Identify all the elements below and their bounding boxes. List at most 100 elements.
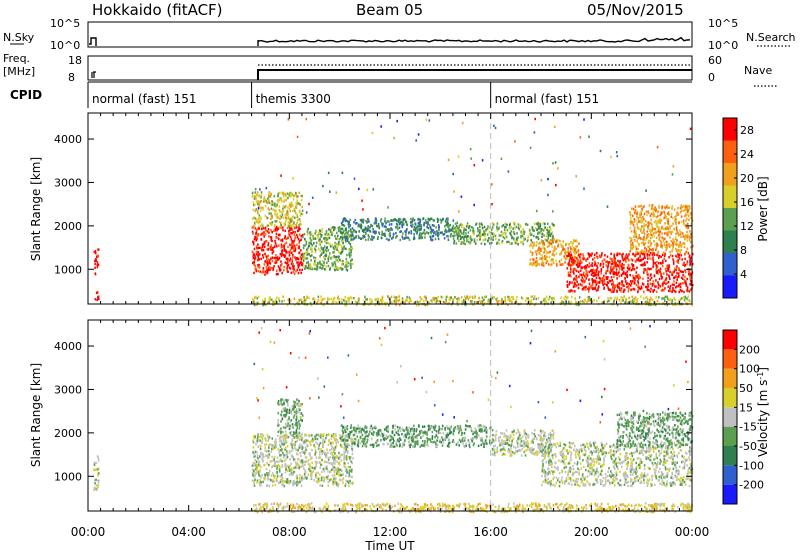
data-cell bbox=[282, 244, 284, 248]
data-cell bbox=[382, 222, 384, 226]
data-cell bbox=[606, 300, 609, 303]
data-cell bbox=[678, 257, 681, 260]
data-cell bbox=[537, 227, 540, 230]
data-cell bbox=[524, 223, 527, 226]
data-cell bbox=[276, 203, 278, 206]
data-cell bbox=[664, 299, 666, 303]
data-cell bbox=[542, 229, 545, 232]
data-cell bbox=[304, 438, 307, 442]
data-cell bbox=[688, 269, 690, 273]
data-cell bbox=[680, 220, 683, 224]
data-cell bbox=[496, 300, 498, 303]
data-cell bbox=[665, 217, 668, 220]
data-cell bbox=[540, 249, 542, 252]
data-cell bbox=[690, 213, 692, 216]
data-cell bbox=[637, 247, 639, 250]
data-cell bbox=[481, 224, 483, 227]
data-cell bbox=[602, 262, 605, 266]
data-cell bbox=[298, 477, 301, 481]
data-cell bbox=[500, 230, 503, 233]
data-cell bbox=[565, 257, 567, 261]
data-cell bbox=[669, 250, 671, 254]
data-cell bbox=[555, 252, 558, 255]
data-cell bbox=[295, 223, 298, 226]
data-cell bbox=[517, 243, 519, 246]
data-cell bbox=[252, 240, 254, 243]
data-cell bbox=[275, 260, 278, 263]
data-cell bbox=[626, 256, 629, 260]
data-cell bbox=[378, 226, 381, 230]
data-cell bbox=[538, 249, 541, 252]
data-cell bbox=[508, 296, 510, 299]
data-cell bbox=[275, 220, 278, 223]
data-cell bbox=[665, 227, 667, 230]
data-cell bbox=[495, 298, 497, 301]
data-cell bbox=[401, 225, 404, 229]
data-cell bbox=[337, 245, 339, 248]
data-cell bbox=[557, 167, 559, 170]
data-cell bbox=[280, 453, 282, 457]
data-cell bbox=[294, 446, 296, 449]
data-cell bbox=[342, 263, 345, 266]
data-cell bbox=[347, 465, 350, 469]
data-cell bbox=[578, 254, 580, 257]
data-cell bbox=[325, 253, 327, 256]
data-cell bbox=[530, 300, 532, 303]
data-cell bbox=[321, 228, 323, 231]
data-cell bbox=[509, 299, 511, 303]
data-cell bbox=[584, 288, 586, 291]
data-cell bbox=[584, 267, 586, 270]
data-cell bbox=[285, 251, 287, 254]
data-cell bbox=[306, 257, 309, 260]
data-cell bbox=[644, 232, 646, 236]
data-cell bbox=[515, 225, 518, 229]
data-cell bbox=[351, 232, 354, 235]
data-cell bbox=[535, 222, 538, 225]
data-cell bbox=[659, 285, 662, 288]
data-cell bbox=[269, 246, 272, 249]
data-cell bbox=[674, 221, 677, 224]
data-cell bbox=[315, 480, 318, 483]
data-cell bbox=[681, 258, 683, 261]
data-cell bbox=[286, 455, 289, 458]
colorbar-tick-label-0: 4 bbox=[740, 268, 747, 281]
data-cell bbox=[613, 290, 615, 293]
data-cell bbox=[547, 222, 549, 226]
data-cell bbox=[659, 221, 661, 224]
data-cell bbox=[656, 244, 658, 247]
data-cell bbox=[300, 271, 302, 275]
data-cell bbox=[276, 199, 279, 203]
data-cell bbox=[295, 205, 297, 209]
data-cell bbox=[671, 271, 673, 274]
data-cell bbox=[302, 257, 304, 260]
data-cell bbox=[464, 295, 466, 298]
data-cell bbox=[258, 481, 261, 485]
data-cell bbox=[551, 299, 554, 302]
data-cell bbox=[282, 192, 284, 196]
data-cell bbox=[551, 222, 554, 225]
data-cell bbox=[294, 211, 297, 214]
data-cell bbox=[402, 299, 404, 302]
data-cell bbox=[612, 281, 614, 284]
data-cell bbox=[675, 247, 677, 251]
data-cell bbox=[534, 263, 536, 267]
data-cell bbox=[654, 231, 656, 234]
data-cell bbox=[492, 223, 495, 226]
data-cell bbox=[266, 450, 268, 453]
data-cell bbox=[268, 484, 271, 488]
data-cell bbox=[341, 260, 343, 263]
data-cell bbox=[645, 249, 648, 253]
data-cell bbox=[267, 228, 270, 231]
data-cell bbox=[582, 288, 584, 291]
data-cell bbox=[286, 445, 289, 448]
data-cell bbox=[437, 296, 439, 299]
data-cell bbox=[395, 218, 397, 222]
data-cell bbox=[505, 223, 508, 226]
data-cell bbox=[325, 250, 328, 253]
data-cell bbox=[640, 287, 643, 290]
data-cell bbox=[390, 301, 392, 304]
data-cell bbox=[519, 225, 522, 228]
data-cell bbox=[338, 478, 341, 481]
data-cell bbox=[628, 301, 631, 305]
freq-label-bottom: [MHz] bbox=[3, 65, 35, 78]
